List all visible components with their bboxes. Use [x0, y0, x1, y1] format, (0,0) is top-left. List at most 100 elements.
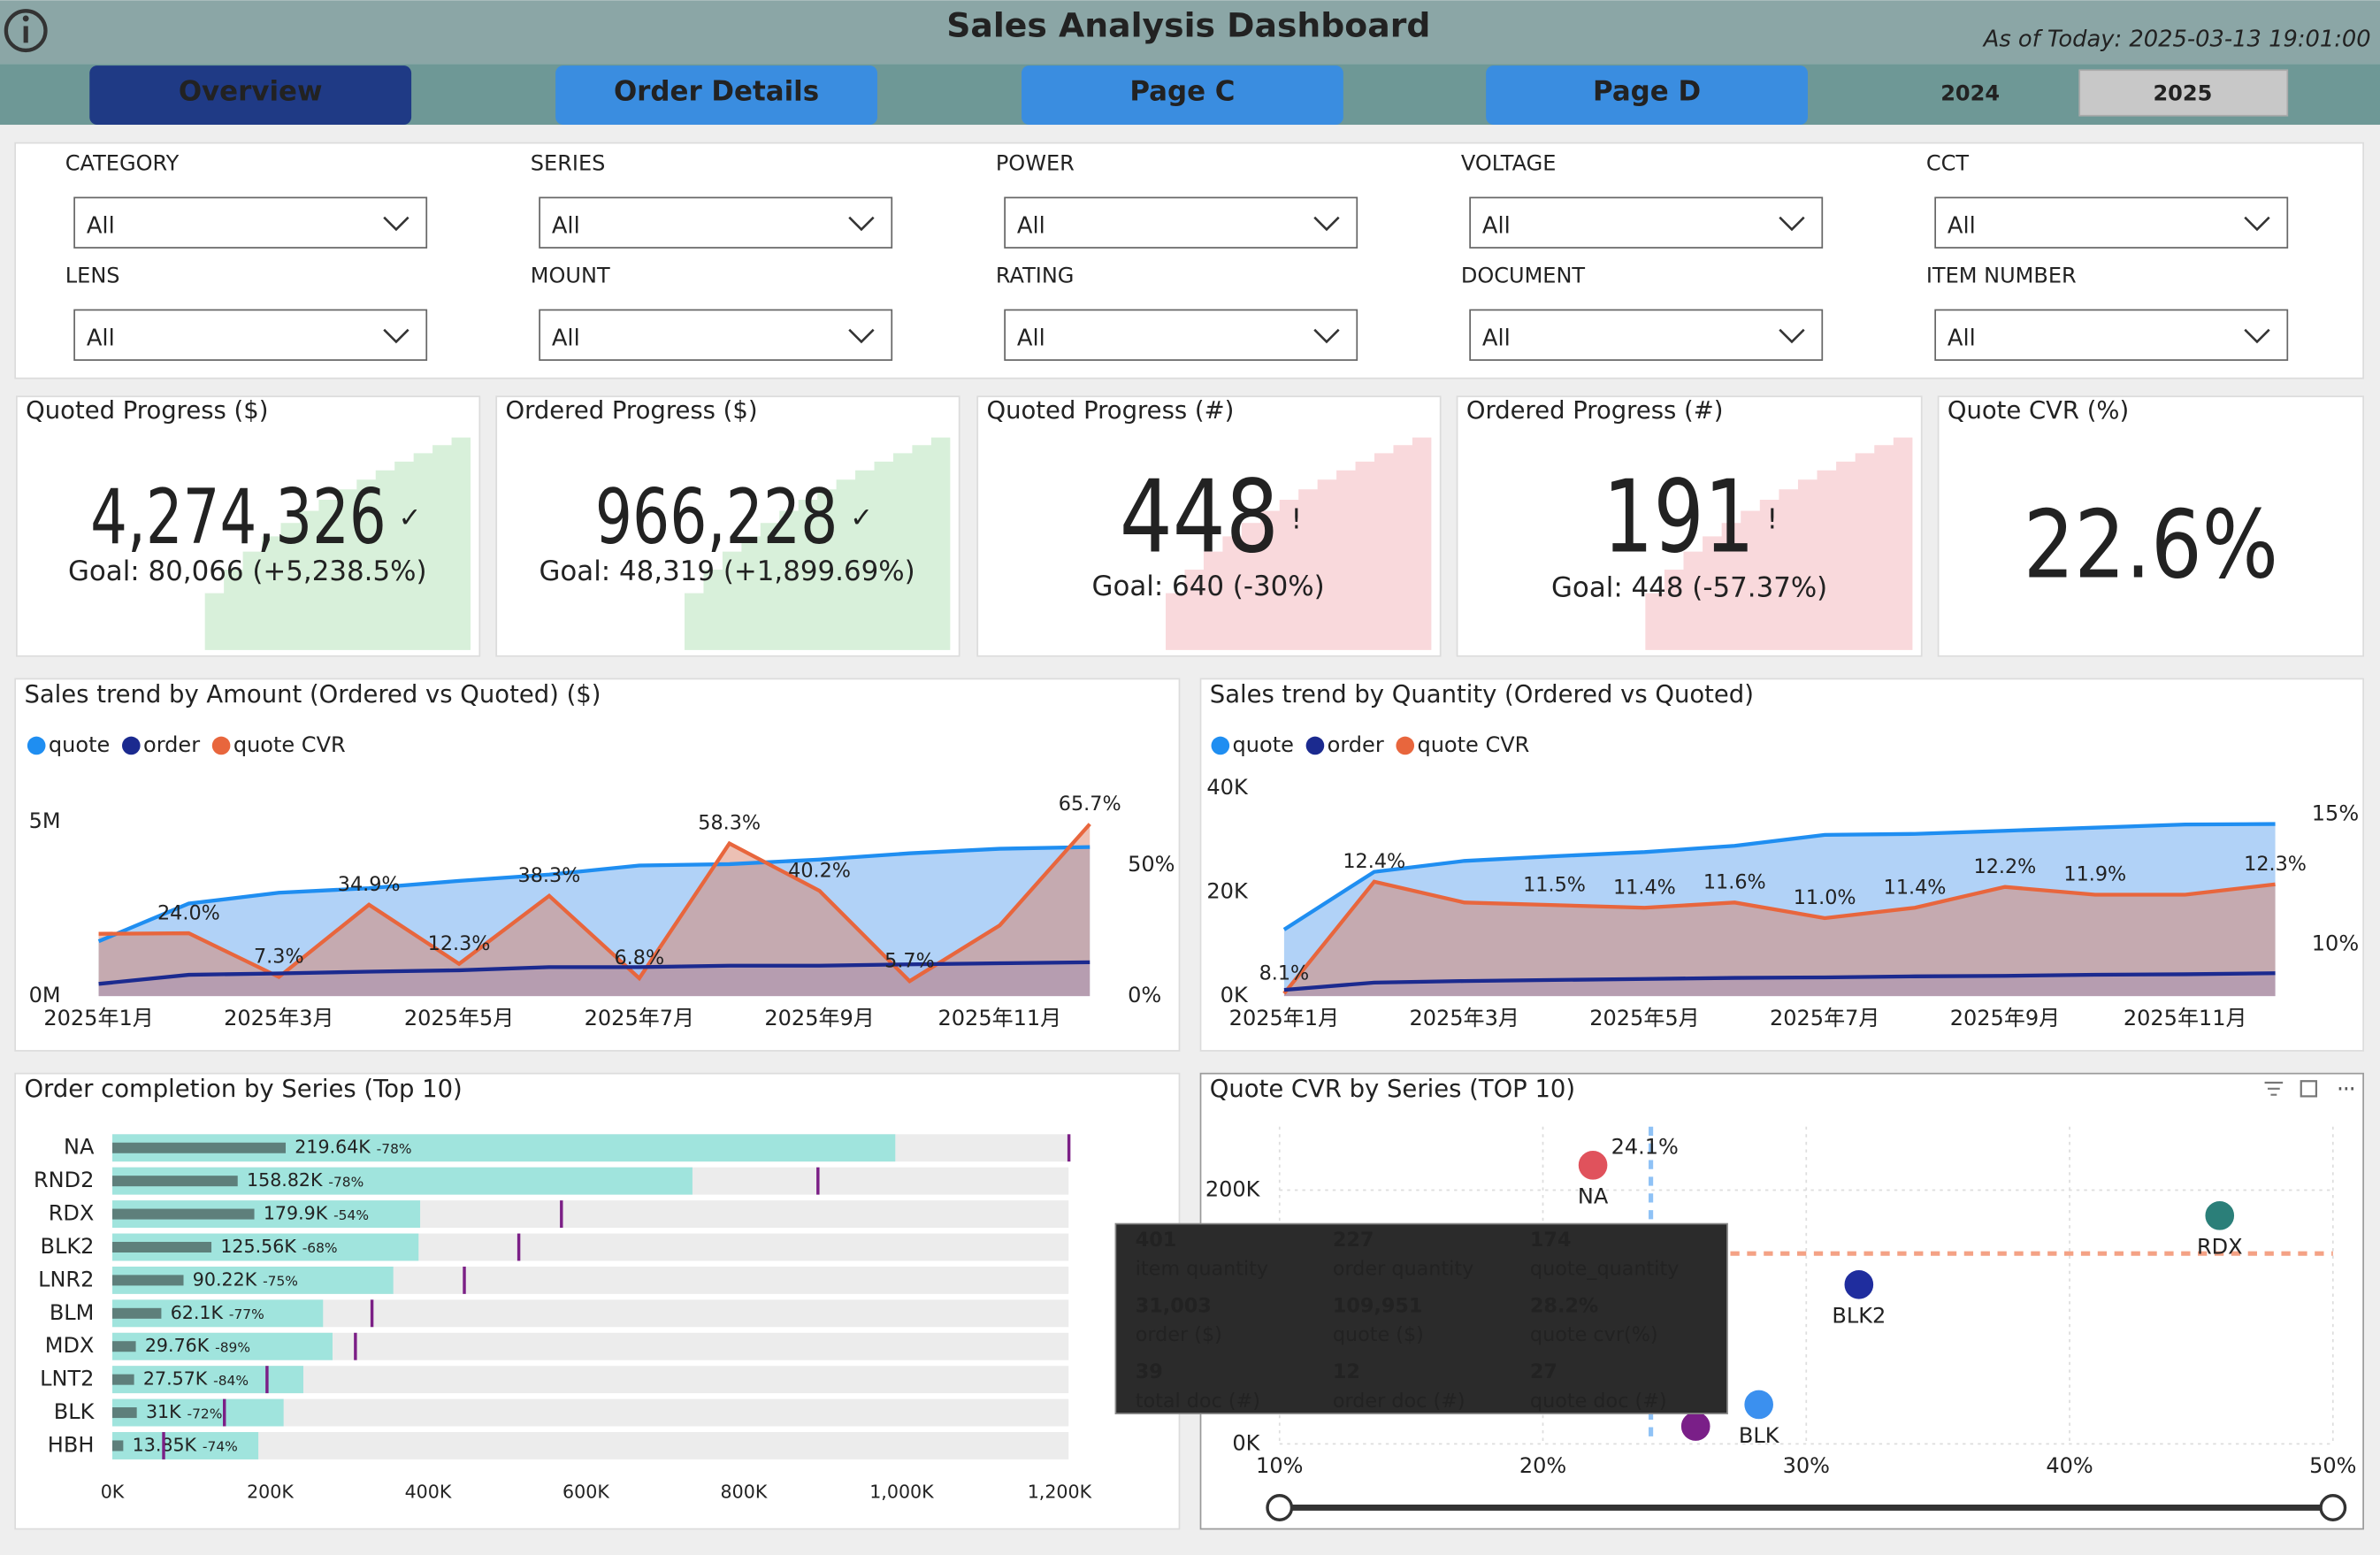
filter-value[interactable]: All — [552, 213, 580, 240]
data-label: 5.7% — [884, 949, 935, 972]
tab[interactable] — [1486, 65, 1808, 126]
scatter-point[interactable] — [1742, 1388, 1775, 1421]
visual-icons[interactable] — [2264, 1080, 2353, 1098]
filter-value[interactable]: All — [1482, 213, 1511, 240]
kpi-flag: ✓ — [850, 502, 873, 534]
y-tick-label: 0K — [1232, 1430, 1260, 1455]
filter-value[interactable]: All — [552, 326, 580, 352]
kpi-value: 448 — [1120, 459, 1279, 576]
legend-marker — [1305, 736, 1325, 755]
kpi-title: Quoted Progress (#) — [987, 397, 1235, 425]
dropdown-chevron[interactable] — [1779, 328, 1805, 344]
tab[interactable] — [89, 65, 412, 126]
dropdown-chevron[interactable] — [383, 328, 409, 344]
data-label: 65.7% — [1059, 793, 1121, 816]
scatter-point[interactable] — [2203, 1199, 2236, 1232]
filter-dropdown[interactable] — [73, 196, 428, 249]
filter-dropdown[interactable] — [1469, 309, 1824, 361]
filter-label: POWER — [996, 151, 1075, 176]
kpi-title: Quote CVR (%) — [1948, 397, 2129, 425]
info-icon[interactable] — [4, 9, 48, 53]
dropdown-chevron[interactable] — [2244, 216, 2270, 232]
filter-dropdown[interactable] — [1934, 196, 2289, 249]
filter-value[interactable]: All — [1482, 326, 1511, 352]
series-line — [1283, 971, 2276, 992]
kpi-goal: Goal: 640 (-30%) — [1092, 571, 1325, 602]
data-label: 29.76K — [145, 1335, 210, 1356]
tooltip-value: 109,951 — [1333, 1295, 1423, 1318]
tooltip-label: quote doc (#) — [1530, 1390, 1667, 1413]
kpi-sparkline — [1645, 437, 1913, 650]
year-button[interactable]: 2025 — [2153, 81, 2212, 106]
filter-dropdown[interactable] — [1004, 196, 1358, 249]
tab[interactable] — [1022, 65, 1343, 126]
filter-label: DOCUMENT — [1461, 264, 1586, 288]
dropdown-chevron[interactable] — [2244, 328, 2270, 344]
category-label: NA — [64, 1135, 95, 1160]
y2-tick-label: 15% — [2312, 800, 2359, 825]
dropdown-chevron[interactable] — [1313, 216, 1340, 232]
delta-label: -74% — [203, 1439, 238, 1455]
series-area — [1283, 973, 2276, 997]
bar — [111, 1398, 284, 1427]
filter-dropdown[interactable] — [1004, 309, 1358, 361]
slider-handle[interactable] — [1266, 1494, 1294, 1521]
filter-dropdown[interactable] — [539, 309, 893, 361]
x-tick-label: 2025年11月 — [937, 1006, 1061, 1030]
filter-value[interactable]: All — [87, 213, 115, 240]
data-label: 11.5% — [1523, 873, 1586, 896]
dropdown-chevron[interactable] — [1779, 216, 1805, 232]
dropdown-chevron[interactable] — [1313, 328, 1340, 344]
data-label: 31K — [146, 1401, 181, 1422]
filter-icon[interactable] — [2264, 1081, 2284, 1096]
filter-label: CATEGORY — [65, 151, 180, 176]
delta-label: -54% — [333, 1207, 369, 1223]
x-tick-label: 400K — [405, 1481, 452, 1502]
x-tick-label: 200K — [247, 1481, 294, 1502]
filter-value[interactable]: All — [1017, 213, 1045, 240]
kpi-title: Ordered Progress (#) — [1466, 397, 1724, 425]
year-button[interactable]: 2024 — [1940, 81, 2000, 106]
filter-dropdown[interactable] — [1469, 196, 1824, 249]
kpi-flag: ! — [1767, 503, 1778, 535]
kpi-value: 4,274,326 — [90, 473, 386, 562]
scatter-point[interactable] — [1842, 1268, 1875, 1301]
kpi-sparkline — [1166, 437, 1432, 650]
filter-dropdown[interactable] — [73, 309, 428, 361]
scatter-point[interactable] — [1680, 1410, 1712, 1443]
filter-value[interactable]: All — [1948, 213, 1976, 240]
tooltip-value: 174 — [1530, 1229, 1572, 1252]
filter-dropdown[interactable] — [1934, 309, 2289, 361]
filter-dropdown[interactable] — [539, 196, 893, 249]
point-label: NA — [1578, 1183, 1609, 1208]
kpi-title: Quoted Progress ($) — [26, 397, 268, 425]
x-tick-label: 1,200K — [1028, 1481, 1092, 1502]
scatter-point[interactable] — [1577, 1149, 1610, 1182]
info-circle[interactable] — [4, 9, 48, 53]
tooltip-label: quote ($) — [1333, 1323, 1424, 1346]
kpi-flag: ! — [1291, 503, 1302, 535]
delta-label: -72% — [187, 1406, 223, 1421]
data-label: 12.3% — [428, 932, 491, 955]
category-label: BLK2 — [41, 1234, 95, 1259]
dropdown-chevron[interactable] — [383, 216, 409, 232]
filter-value[interactable]: All — [1948, 326, 1976, 352]
info-dot[interactable] — [22, 15, 29, 22]
tab-label[interactable]: Page C — [1129, 75, 1235, 107]
tab-label[interactable]: Page D — [1593, 75, 1701, 107]
dropdown-chevron[interactable] — [848, 216, 875, 232]
tab[interactable] — [555, 65, 877, 126]
x-tick-label: 2025年7月 — [1770, 1006, 1879, 1030]
filter-value[interactable]: All — [1017, 326, 1045, 352]
tab-label[interactable]: Overview — [179, 75, 323, 107]
slider-handle[interactable] — [2319, 1494, 2347, 1521]
x-tick-label: 2025年7月 — [585, 1006, 694, 1030]
year-button-selected[interactable] — [2078, 69, 2289, 117]
focus-icon[interactable] — [2300, 1080, 2318, 1098]
dropdown-chevron[interactable] — [848, 328, 875, 344]
tab-label[interactable]: Order Details — [614, 75, 819, 107]
filter-value[interactable]: All — [87, 326, 115, 352]
kpi-value: 22.6% — [2024, 491, 2278, 601]
x-tick-label: 2025年3月 — [1409, 1006, 1519, 1030]
filter-label: MOUNT — [531, 264, 610, 288]
